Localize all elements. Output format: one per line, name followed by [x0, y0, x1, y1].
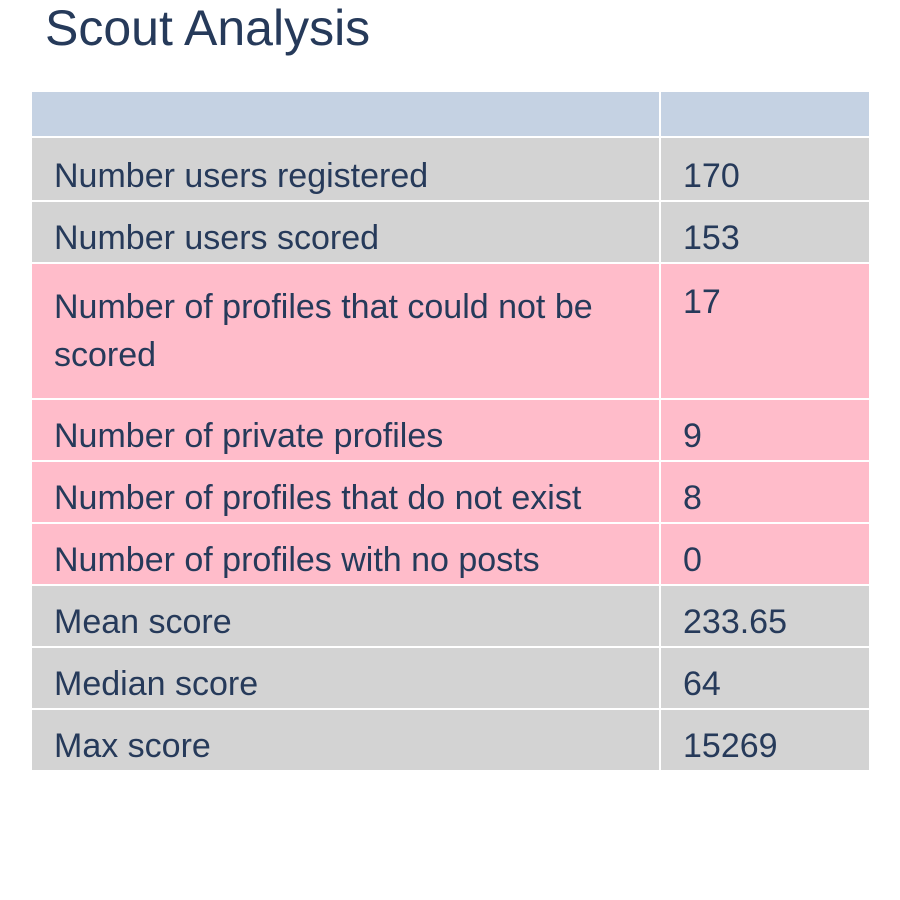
row-label: Max score: [32, 710, 659, 770]
table-row: Mean score 233.65: [32, 586, 869, 646]
table-row: Number of profiles that do not exist 8: [32, 462, 869, 522]
row-label: Number users registered: [32, 138, 659, 200]
table-row: Max score 15269: [32, 710, 869, 770]
table-row: Number users scored 153: [32, 202, 869, 262]
row-value: 233.65: [661, 586, 869, 646]
row-label: Number of profiles that could not be sco…: [32, 264, 659, 398]
row-value: 17: [661, 264, 869, 398]
row-value: 153: [661, 202, 869, 262]
row-value: 8: [661, 462, 869, 522]
header-cell-label: [32, 92, 659, 136]
table-row: Number of profiles that could not be sco…: [32, 264, 869, 398]
row-value: 64: [661, 648, 869, 708]
table-row: Number users registered 170: [32, 138, 869, 200]
row-value: 170: [661, 138, 869, 200]
scout-analysis-table: Number users registered 170 Number users…: [30, 90, 871, 772]
row-label: Median score: [32, 648, 659, 708]
table-row: Number of private profiles 9: [32, 400, 869, 460]
header-cell-value: [661, 92, 869, 136]
row-label: Number of profiles with no posts: [32, 524, 659, 584]
row-value: 15269: [661, 710, 869, 770]
table-row: Number of profiles with no posts 0: [32, 524, 869, 584]
row-label: Number users scored: [32, 202, 659, 262]
row-label: Mean score: [32, 586, 659, 646]
page-title: Scout Analysis: [45, 0, 371, 56]
table-row: Median score 64: [32, 648, 869, 708]
row-value: 9: [661, 400, 869, 460]
row-label: Number of private profiles: [32, 400, 659, 460]
row-value: 0: [661, 524, 869, 584]
row-label: Number of profiles that do not exist: [32, 462, 659, 522]
table-header-row: [32, 92, 869, 136]
